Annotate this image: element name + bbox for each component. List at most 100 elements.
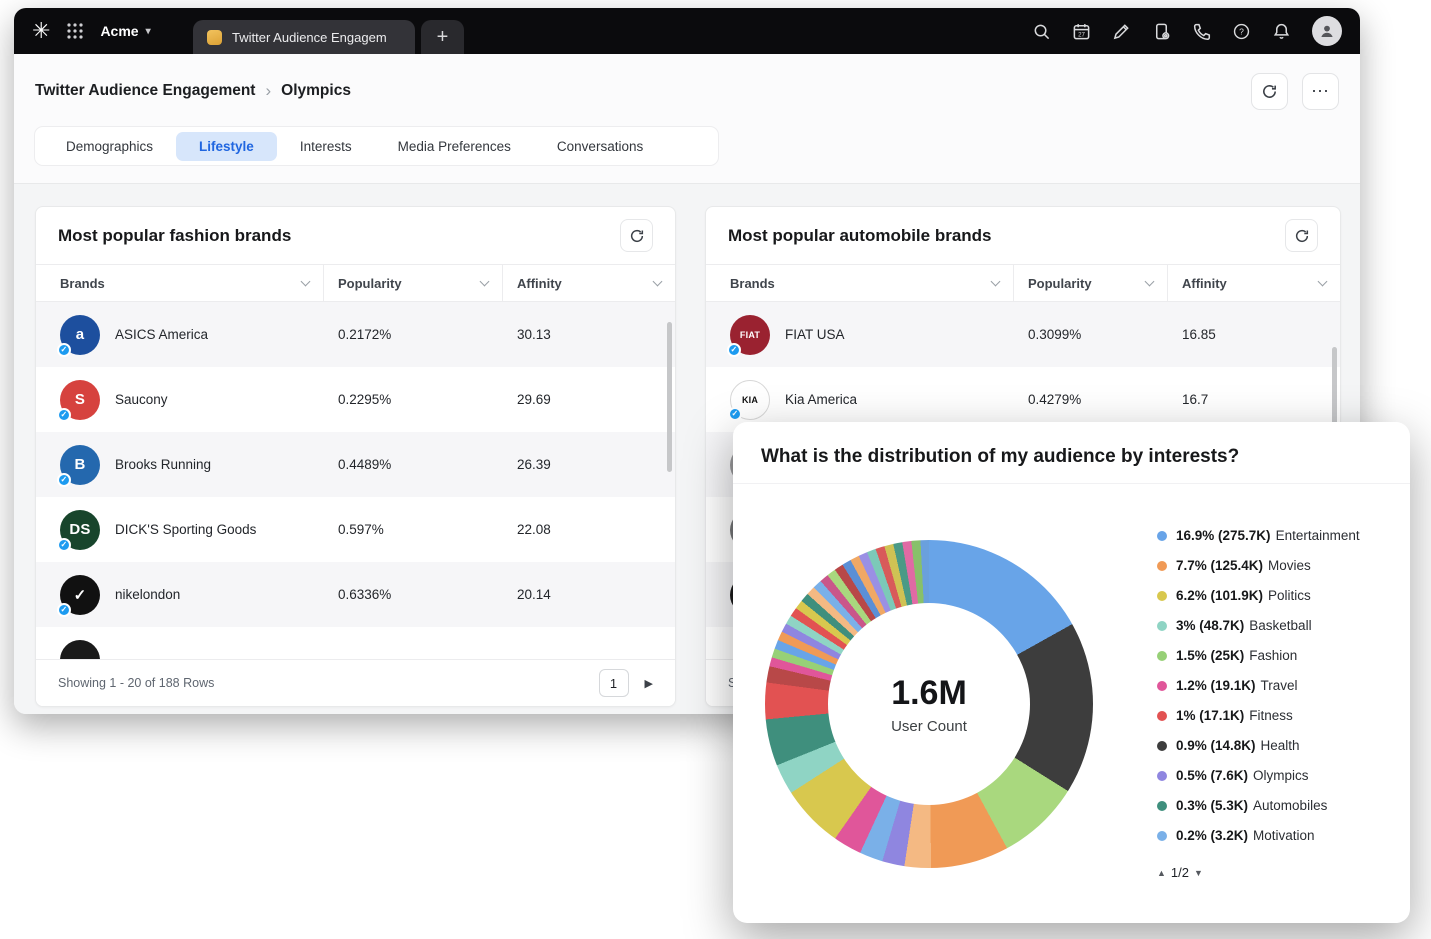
affinity-value: 26.39 [517,457,551,472]
legend-item[interactable]: 16.9% (275.7K) Entertainment [1157,525,1360,546]
chevron-down-icon [479,276,490,286]
modal-title: What is the distribution of my audience … [733,422,1410,484]
legend-dot-icon [1157,740,1167,751]
search-icon[interactable] [1032,22,1051,41]
fashion-rows: a ✓ ASICS America 0.2172% 30.13 S ✓ Saucony 0.22… [36,302,675,659]
table-row[interactable]: FIAT ✓ FIAT USA 0.3099% 16.85 [706,302,1340,367]
legend-dot-icon [1157,710,1167,721]
table-row[interactable]: DS ✓ DICK'S Sporting Goods 0.597% 22.08 [36,497,675,562]
showing-label: Showing 1 - 20 of 188 Rows [58,676,215,690]
chevron-down-icon [652,276,663,286]
brand-name: ASICS America [115,327,209,342]
table-row[interactable]: S ✓ Saucony 0.2295% 29.69 [36,367,675,432]
legend-item[interactable]: 0.5% (7.6K) Olympics [1157,765,1360,786]
verified-badge-icon: ✓ [57,537,71,552]
help-icon[interactable]: ? [1232,22,1251,41]
table-header: Brands Popularity Affinity [36,264,675,302]
verified-badge-icon: ✓ [728,406,742,421]
new-tab-button[interactable]: + [421,20,464,54]
legend-item[interactable]: 0.3% (5.3K) Automobiles [1157,795,1360,816]
device-icon[interactable] [1152,22,1171,41]
column-header-brands[interactable]: Brands [36,265,324,301]
legend-pager: ▲ 1/2 ▼ [1157,865,1203,880]
card-refresh-button[interactable] [620,219,653,252]
legend-item[interactable]: 0.2% (3.2K) Motivation [1157,825,1360,846]
legend-dot-icon [1157,800,1167,811]
column-header-popularity[interactable]: Popularity [324,265,503,301]
scrollbar[interactable] [667,322,672,472]
legend-item[interactable]: 7.7% (125.4K) Movies [1157,555,1360,576]
popularity-value: 0.4489% [338,457,392,472]
board-tab-label: Twitter Audience Engagem [232,29,387,45]
chevron-down-icon [300,276,311,286]
board-icon [207,29,222,45]
table-row[interactable]: a ✓ ASICS America 0.2172% 30.13 [36,302,675,367]
card-refresh-button[interactable] [1285,219,1318,252]
brand-logo: FIAT ✓ [727,314,770,357]
legend-item[interactable]: 1.5% (25K) Fashion [1157,645,1360,666]
board-tab[interactable]: Twitter Audience Engagem [193,20,415,54]
column-header-brands[interactable]: Brands [706,265,1014,301]
legend-item[interactable]: 1.2% (19.1K) Travel [1157,675,1360,696]
legend-item[interactable]: 3% (48.7K) Basketball [1157,615,1360,636]
breadcrumb: Twitter Audience Engagement › Olympics [35,81,351,101]
table-row[interactable]: KIA ✓ Kia America 0.4279% 16.7 [706,367,1340,432]
legend-item[interactable]: 1% (17.1K) Fitness [1157,705,1360,726]
workspace-switcher[interactable]: Acme ▾ [100,23,150,39]
chevron-down-icon [1317,276,1328,286]
svg-text:?: ? [1239,26,1244,36]
brand-name: Kia America [785,392,858,407]
more-options-button[interactable]: ⋯ [1302,72,1339,110]
table-row[interactable] [36,627,675,659]
tab-conversations[interactable]: Conversations [556,138,644,154]
legend-item[interactable]: 6.2% (101.9K) Politics [1157,585,1360,606]
phone-icon[interactable] [1192,22,1211,41]
legend-label: Travel [1260,678,1298,693]
tab-demographics[interactable]: Demographics [66,138,154,154]
next-page-button[interactable]: ▶ [644,677,653,690]
verified-badge-icon: ✓ [57,602,71,617]
legend-label: Olympics [1253,768,1309,783]
legend-value: 0.9% (14.8K) [1176,738,1256,753]
tab-lifestyle[interactable]: Lifestyle [176,131,277,161]
user-count-label: User Count [891,717,967,735]
view-tabs: Demographics Lifestyle Interests Media Pref… [35,127,718,165]
column-header-affinity[interactable]: Affinity [1168,265,1340,301]
tab-media-preferences[interactable]: Media Preferences [397,138,511,154]
bell-icon[interactable] [1272,22,1291,41]
legend-value: 1.2% (19.1K) [1176,678,1256,693]
compose-icon[interactable] [1112,22,1131,41]
table-row[interactable]: B ✓ Brooks Running 0.4489% 26.39 [36,432,675,497]
legend-value: 1% (17.1K) [1176,708,1245,723]
tab-interests[interactable]: Interests [299,138,352,154]
card-title: Most popular fashion brands [58,225,292,245]
plus-icon: + [436,25,449,48]
table-row[interactable]: ✓ ✓ nikelondon 0.6336% 20.14 [36,562,675,627]
popularity-value: 0.597% [338,522,384,537]
page-indicator[interactable]: 1 [598,669,629,697]
breadcrumb-root[interactable]: Twitter Audience Engagement [35,82,256,99]
user-avatar[interactable] [1312,16,1342,46]
legend-item[interactable]: 0.9% (14.8K) Health [1157,735,1360,756]
affinity-value: 30.13 [517,327,551,342]
pager-down-icon[interactable]: ▼ [1194,867,1203,878]
pager-up-icon[interactable]: ▲ [1157,867,1166,878]
brand-logo: B ✓ [57,444,100,487]
refresh-button[interactable] [1251,72,1288,110]
affinity-value: 20.14 [517,587,551,602]
donut-center: 1.6M User Count [828,603,1030,805]
column-header-affinity[interactable]: Affinity [503,265,675,301]
legend-dot-icon [1157,530,1167,541]
legend-dot-icon [1157,590,1167,601]
legend-value: 7.7% (125.4K) [1176,558,1264,573]
donut-chart[interactable]: 1.6M User Count [765,540,1093,868]
app-launcher-icon[interactable] [66,22,84,40]
brand-name: nikelondon [115,587,181,602]
legend-value: 16.9% (275.7K) [1176,528,1271,543]
calendar-icon[interactable]: 27 [1072,22,1091,41]
legend-label: Basketball [1249,618,1312,633]
sprinklr-logo-icon: ✳ [32,18,51,43]
pager-page: 1/2 [1170,865,1189,880]
card-title: Most popular automobile brands [728,225,992,245]
column-header-popularity[interactable]: Popularity [1014,265,1168,301]
